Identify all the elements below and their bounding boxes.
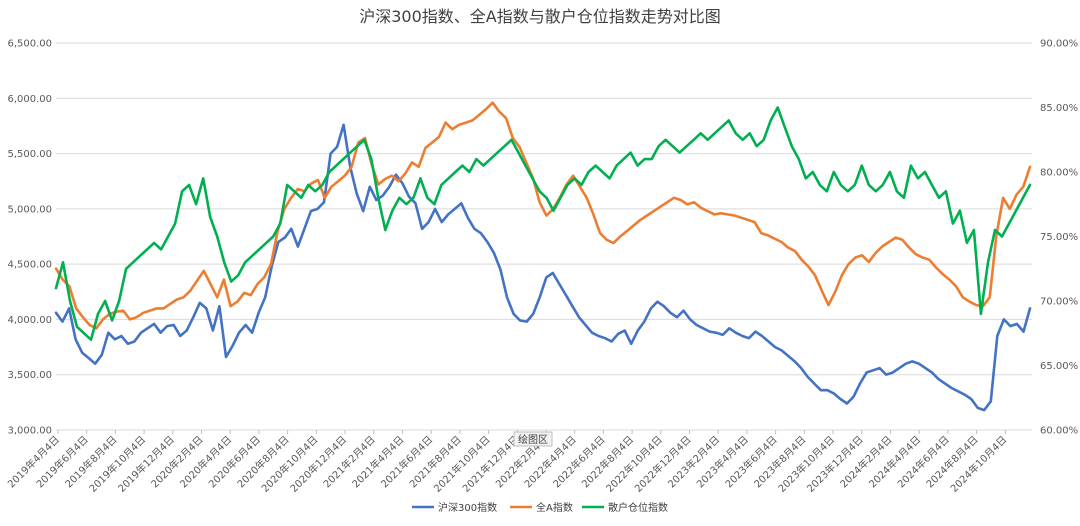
gridlines xyxy=(56,42,1032,431)
y-right-tick-label: 60.00% xyxy=(1040,426,1078,437)
y-left-tick-label: 5,500.00 xyxy=(7,149,52,160)
x-axis: 2019年4月4日2019年6月4日2019年8月4日2019年10月4日201… xyxy=(5,430,1009,495)
y-axis-right: 60.00% 65.00% 70.00% 75.00% 80.00% 85.00% 90.0… xyxy=(1040,39,1078,437)
y-left-tick-label: 4,000.00 xyxy=(7,315,52,326)
y-right-tick-label: 90.00% xyxy=(1040,39,1078,50)
series-line-1 xyxy=(54,101,1032,330)
y-right-tick-label: 75.00% xyxy=(1040,232,1078,243)
y-left-tick-label: 5,000.00 xyxy=(7,204,52,215)
series-line-2 xyxy=(54,106,1032,342)
tooltip-label: 绘图区 xyxy=(518,433,548,446)
y-left-tick-label: 3,500.00 xyxy=(7,370,52,381)
y-right-tick-label: 70.00% xyxy=(1040,297,1078,308)
legend-label: 散户仓位指数 xyxy=(608,501,668,514)
y-left-tick-label: 6,500.00 xyxy=(7,39,52,50)
x-tick-label: 2019年4月4日 xyxy=(5,433,62,490)
legend-label: 沪深300指数 xyxy=(438,501,497,514)
y-right-tick-label: 65.00% xyxy=(1040,361,1078,372)
y-left-tick-label: 6,000.00 xyxy=(7,94,52,105)
series-lines xyxy=(54,101,1032,412)
y-axis-left: 3,000.00 3,500.00 4,000.00 4,500.00 5,000.00… xyxy=(7,39,52,437)
tooltip-box xyxy=(513,431,553,447)
y-left-tick-label: 4,500.00 xyxy=(7,260,52,271)
y-left-tick-label: 3,000.00 xyxy=(7,426,52,437)
legend: 沪深300指数 全A指数 散户仓位指数 xyxy=(412,501,668,514)
y-right-tick-label: 80.00% xyxy=(1040,168,1078,179)
legend-label: 全A指数 xyxy=(536,501,573,514)
series-line-0 xyxy=(54,123,1032,412)
y-right-tick-label: 85.00% xyxy=(1040,103,1078,114)
plot-area-tooltip: 绘图区 xyxy=(513,431,553,447)
chart-title: 沪深300指数、全A指数与散户仓位指数走势对比图 xyxy=(359,7,721,26)
